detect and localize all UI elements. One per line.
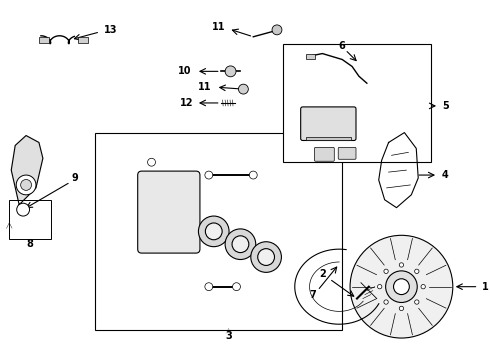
- Bar: [306, 136, 351, 140]
- Bar: [39, 37, 49, 43]
- Circle shape: [399, 263, 404, 267]
- Bar: [9, 200, 51, 239]
- FancyBboxPatch shape: [338, 147, 356, 159]
- Circle shape: [399, 306, 404, 311]
- Bar: [78, 37, 88, 43]
- Text: 8: 8: [26, 239, 33, 249]
- FancyBboxPatch shape: [315, 147, 334, 161]
- Bar: [283, 44, 431, 162]
- Circle shape: [272, 25, 282, 35]
- Text: 2: 2: [319, 269, 326, 279]
- Text: 1: 1: [483, 282, 489, 292]
- Circle shape: [258, 249, 274, 265]
- Text: 9: 9: [71, 173, 78, 183]
- Circle shape: [233, 283, 241, 291]
- Circle shape: [384, 300, 388, 304]
- Circle shape: [147, 158, 155, 166]
- Circle shape: [205, 223, 222, 240]
- Circle shape: [386, 271, 417, 302]
- Circle shape: [17, 203, 29, 216]
- Circle shape: [393, 279, 409, 294]
- Circle shape: [205, 283, 213, 291]
- Circle shape: [239, 84, 248, 94]
- Text: 11: 11: [212, 22, 225, 32]
- Text: 7: 7: [309, 289, 316, 300]
- Text: 3: 3: [225, 331, 232, 341]
- Circle shape: [251, 242, 281, 273]
- Text: 5: 5: [442, 101, 449, 111]
- Circle shape: [198, 216, 229, 247]
- Circle shape: [205, 171, 213, 179]
- Polygon shape: [11, 136, 43, 205]
- Circle shape: [16, 175, 36, 195]
- Circle shape: [225, 229, 256, 260]
- Text: 13: 13: [104, 25, 118, 35]
- Bar: [95, 132, 342, 330]
- Circle shape: [377, 284, 382, 289]
- Circle shape: [21, 180, 31, 190]
- Circle shape: [249, 171, 257, 179]
- Circle shape: [415, 269, 419, 274]
- Bar: [306, 54, 316, 59]
- Text: 11: 11: [198, 82, 212, 92]
- Text: 12: 12: [179, 98, 193, 108]
- Circle shape: [225, 66, 236, 77]
- Circle shape: [350, 235, 453, 338]
- Text: 10: 10: [177, 66, 191, 76]
- FancyBboxPatch shape: [301, 107, 356, 140]
- Text: 6: 6: [339, 41, 345, 51]
- Circle shape: [384, 269, 388, 274]
- Text: 4: 4: [442, 170, 449, 180]
- Circle shape: [415, 300, 419, 304]
- FancyBboxPatch shape: [138, 171, 200, 253]
- Circle shape: [421, 284, 425, 289]
- Circle shape: [232, 236, 249, 253]
